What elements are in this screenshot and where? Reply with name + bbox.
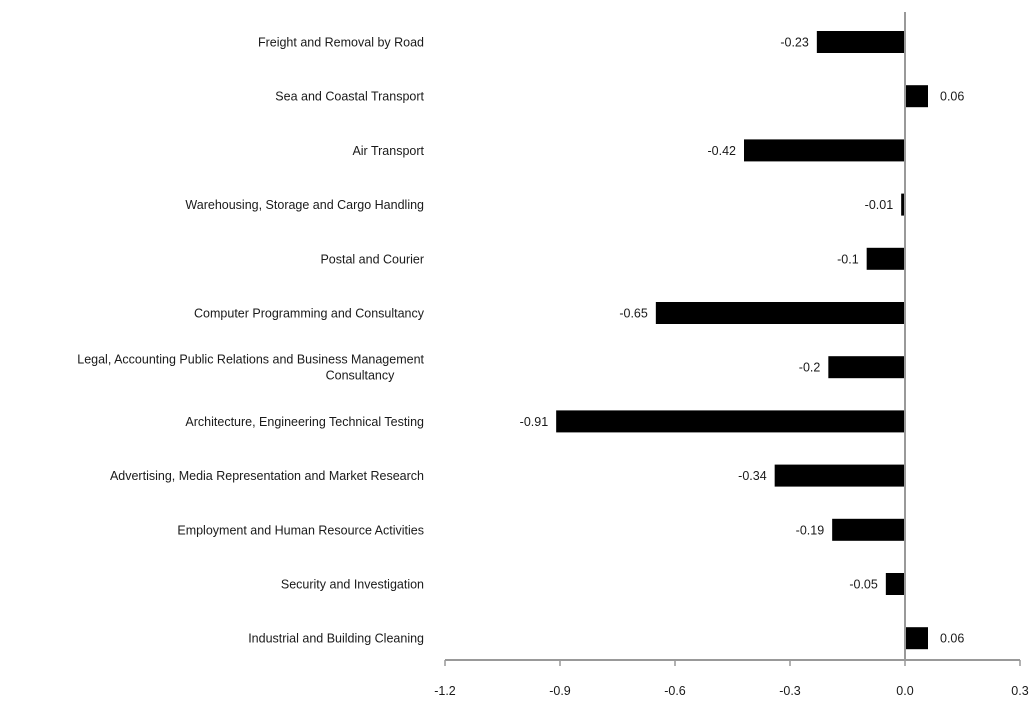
data-label: -0.34	[738, 469, 767, 483]
data-label: -0.23	[780, 36, 809, 50]
category-label: Legal, Accounting Public Relations and B…	[77, 353, 424, 383]
category-label: Computer Programming and Consultancy	[194, 307, 425, 321]
data-label: 0.06	[940, 632, 964, 646]
bar	[556, 410, 905, 433]
bar	[828, 356, 905, 379]
category-label: Air Transport	[352, 144, 424, 158]
category-label: Postal and Courier	[320, 252, 424, 266]
bar	[866, 247, 905, 270]
bar	[905, 627, 928, 650]
bar	[744, 139, 905, 162]
category-labels-layer: Freight and Removal by Road Sea and Coast…	[77, 36, 424, 646]
category-label: Employment and Human Resource Activities	[177, 523, 424, 537]
x-tick-label: 0.3	[1011, 684, 1028, 698]
bar	[655, 302, 905, 324]
bar	[774, 464, 905, 487]
category-label: Warehousing, Storage and Cargo Handling	[185, 198, 424, 212]
category-label: Freight and Removal by Road	[258, 36, 424, 50]
x-tick-label: -1.2	[434, 684, 456, 698]
bar	[901, 193, 905, 216]
bar	[885, 573, 905, 595]
data-label: -0.91	[520, 415, 549, 429]
data-label: -0.2	[799, 361, 821, 375]
bar	[816, 31, 905, 53]
category-label: Advertising, Media Representation and Ma…	[110, 469, 424, 483]
data-label: -0.01	[865, 198, 894, 212]
bars-layer	[556, 31, 928, 650]
bar	[832, 518, 905, 541]
data-label: -0.05	[849, 578, 878, 592]
category-label: Security and Investigation	[281, 578, 424, 592]
data-label: -0.65	[619, 307, 648, 321]
data-labels-layer: -0.23 0.06 -0.42 -0.01 -0.1 -0.65 -0.2 -0.91 -0.…	[520, 36, 965, 646]
data-label: -0.42	[708, 144, 737, 158]
category-label: Industrial and Building Cleaning	[248, 632, 424, 646]
data-label: -0.1	[837, 252, 859, 266]
category-label: Sea and Coastal Transport	[275, 90, 424, 104]
x-tick-label: 0.0	[896, 684, 913, 698]
x-tick-label: -0.3	[779, 684, 801, 698]
x-tick-label: -0.6	[664, 684, 686, 698]
x-tick-label: -0.9	[549, 684, 571, 698]
axes-layer: -1.2 -0.9 -0.6 -0.3 0.0 0.3	[434, 12, 1029, 698]
category-label: Architecture, Engineering Technical Test…	[185, 415, 424, 429]
data-label: -0.19	[796, 523, 825, 537]
bar	[905, 85, 928, 108]
data-label: 0.06	[940, 90, 964, 104]
